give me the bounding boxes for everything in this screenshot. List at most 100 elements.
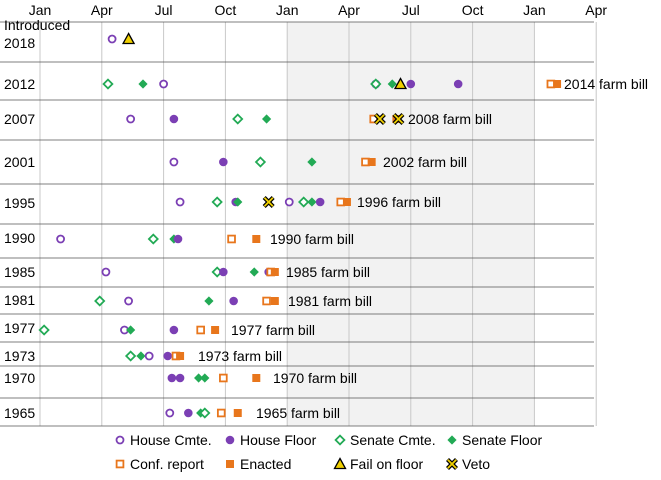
legend-label: House Floor bbox=[240, 432, 317, 448]
x-axis-tick-labels: Jan Apr Jul Oct Jan Apr Jul Oct Jan Apr bbox=[29, 2, 608, 18]
y-year-label: 1981 bbox=[4, 292, 35, 308]
house-floor-marker bbox=[173, 234, 183, 244]
senate-floor-marker bbox=[194, 373, 204, 383]
house-floor-marker bbox=[169, 325, 179, 335]
senate-floor-marker bbox=[204, 296, 214, 306]
y-year-label: 1965 bbox=[4, 405, 35, 421]
house-floor-marker bbox=[184, 408, 193, 418]
x-tick-label: Jul bbox=[155, 2, 173, 18]
senate-cmte-marker bbox=[124, 350, 137, 362]
house-cmte-marker bbox=[144, 351, 154, 361]
conf-report-marker bbox=[196, 325, 205, 335]
enacted-marker bbox=[252, 374, 261, 382]
x-tick-label: Oct bbox=[462, 2, 484, 18]
house-floor-marker bbox=[169, 114, 179, 124]
house-floor-marker bbox=[315, 197, 325, 207]
senate-cmte-marker bbox=[370, 78, 382, 90]
senate-floor-marker bbox=[387, 79, 397, 89]
x-tick-label: Jul bbox=[402, 2, 420, 18]
legend-item-house-cmte: House Cmte. bbox=[115, 432, 212, 448]
conf-report-marker bbox=[219, 373, 228, 383]
y-year-label: 2001 bbox=[4, 154, 35, 170]
legend-label: Enacted bbox=[240, 456, 291, 472]
senate-floor-marker bbox=[126, 325, 136, 335]
house-floor-marker bbox=[453, 79, 463, 89]
enacted-marker bbox=[233, 409, 242, 417]
senate-cmte-marker bbox=[102, 78, 114, 90]
senate-cmte-marker bbox=[232, 113, 244, 125]
enacted-marker bbox=[553, 80, 562, 88]
bill-label: 1973 farm bill bbox=[198, 348, 282, 364]
legend-label: Veto bbox=[462, 456, 490, 472]
enacted-marker bbox=[226, 460, 234, 468]
y-year-label: 1970 bbox=[4, 370, 35, 386]
y-year-label: 2012 bbox=[4, 76, 35, 92]
house-floor-marker bbox=[406, 79, 416, 89]
senate-cmte-marker bbox=[254, 156, 267, 168]
senate-floor-marker bbox=[262, 114, 272, 124]
legend-item-veto: Veto bbox=[446, 456, 490, 472]
house-cmte-marker bbox=[126, 114, 136, 124]
veto-marker bbox=[392, 113, 405, 125]
senate-floor-marker bbox=[307, 197, 317, 207]
senate-cmte-marker bbox=[334, 434, 346, 446]
legend-label: Conf. report bbox=[130, 456, 204, 472]
bill-labels: 2014 farm bill 2008 farm bill 2002 farm bi… bbox=[198, 76, 648, 421]
senate-cmte-marker bbox=[199, 407, 211, 419]
house-cmte-marker bbox=[107, 34, 117, 44]
fail-floor-marker bbox=[333, 457, 347, 470]
bill-label: 1977 farm bill bbox=[231, 322, 315, 338]
row-separators bbox=[0, 21, 594, 427]
house-floor-marker bbox=[175, 373, 185, 383]
senate-floor-marker bbox=[307, 157, 317, 167]
bill-label: 1996 farm bill bbox=[357, 194, 441, 210]
enacted-marker bbox=[211, 326, 220, 334]
veto-marker bbox=[446, 458, 458, 470]
y-year-label: 2007 bbox=[4, 111, 35, 127]
senate-floor-marker bbox=[249, 267, 259, 277]
conf-report-marker bbox=[115, 459, 125, 469]
legend-label: Senate Cmte. bbox=[350, 432, 436, 448]
house-floor-marker bbox=[225, 435, 235, 445]
bill-label: 1965 farm bill bbox=[256, 405, 340, 421]
house-cmte-marker bbox=[159, 79, 169, 89]
senate-floor-marker bbox=[233, 197, 243, 207]
bill-label: 2008 farm bill bbox=[408, 111, 492, 127]
y-year-label: 1985 bbox=[4, 264, 35, 280]
conf-report-marker bbox=[262, 296, 271, 306]
senate-cmte-marker bbox=[38, 324, 50, 336]
veto-marker bbox=[373, 113, 386, 125]
bill-label: 2002 farm bill bbox=[383, 154, 467, 170]
bill-label: 1970 farm bill bbox=[273, 370, 357, 386]
house-floor-marker bbox=[219, 267, 228, 277]
x-tick-label: Apr bbox=[585, 2, 607, 18]
y-year-label: 1990 bbox=[4, 230, 35, 246]
house-floor-marker bbox=[167, 373, 177, 383]
bill-label: 2014 farm bill bbox=[564, 76, 648, 92]
y-year-label: 1995 bbox=[4, 195, 35, 211]
legend-item-fail-floor: Fail on floor bbox=[333, 456, 423, 472]
x-tick-label: Jan bbox=[276, 2, 299, 18]
y-year-label: 2018 bbox=[4, 35, 35, 51]
senate-floor-marker bbox=[447, 435, 457, 445]
y-header-label: Introduced bbox=[4, 17, 70, 33]
house-cmte-marker bbox=[175, 197, 185, 207]
senate-cmte-marker bbox=[298, 196, 310, 208]
legend-item-conf-report: Conf. report bbox=[115, 456, 204, 472]
house-cmte-marker bbox=[169, 157, 179, 167]
enacted-marker bbox=[367, 158, 376, 166]
y-year-label: 1977 bbox=[4, 320, 35, 336]
legend-item-enacted: Enacted bbox=[226, 456, 291, 472]
senate-floor-marker bbox=[138, 79, 148, 89]
enacted-marker bbox=[270, 297, 279, 305]
fail-floor-marker bbox=[121, 32, 136, 45]
bill-label: 1985 farm bill bbox=[286, 264, 370, 280]
bill-label: 1990 farm bill bbox=[270, 231, 354, 247]
event-markers bbox=[38, 32, 562, 419]
enacted-marker bbox=[270, 268, 279, 276]
legend-item-senate-cmte: Senate Cmte. bbox=[334, 432, 436, 448]
y-axis-year-labels: 2018 2012 2007 2001 1995 1990 1985 1981 1977 1973… bbox=[4, 35, 35, 421]
house-cmte-marker bbox=[165, 408, 175, 418]
house-cmte-marker bbox=[284, 197, 294, 207]
